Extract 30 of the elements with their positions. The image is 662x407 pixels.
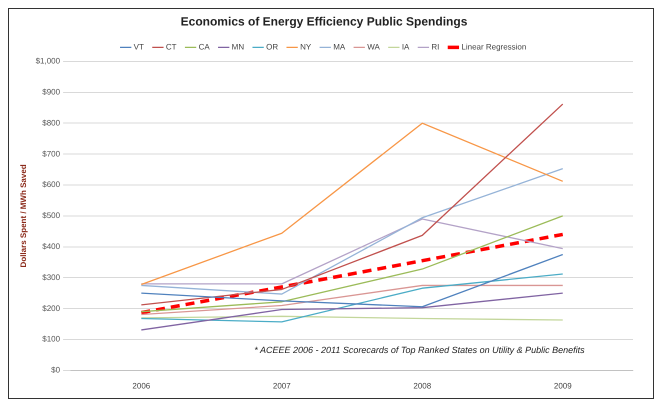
y-tick-label: $1,000 — [36, 56, 61, 66]
legend-label: NY — [300, 42, 312, 52]
y-tick-label: $700 — [42, 149, 61, 158]
legend-label: CA — [198, 42, 210, 52]
legend-label: MA — [333, 42, 346, 52]
legend-label: IA — [402, 42, 410, 52]
legend-label: MN — [232, 42, 244, 52]
x-tick-label: 2008 — [413, 381, 432, 390]
y-tick-label: $400 — [42, 242, 61, 252]
x-tick-label: 2007 — [272, 381, 292, 390]
y-tick-label: $900 — [42, 88, 61, 97]
chart-title: Economics of Energy Efficiency Public Spendings — [180, 14, 468, 29]
y-tick-label: $100 — [42, 334, 61, 344]
line-series — [140, 232, 565, 314]
annotation: * ACEEE 2006 - 2011 Scorecards of Top Ranked States on Utility & Public Benefits — [254, 344, 586, 355]
y-tick-label: $300 — [42, 272, 61, 282]
legend-label: CT — [166, 42, 177, 52]
y-tick-label: $200 — [42, 304, 61, 313]
y-tick-label: $0 — [51, 366, 61, 375]
y-tick-label: $500 — [42, 211, 61, 220]
legend-label: Linear Regression — [461, 42, 526, 52]
y-axis-title: Dollars Spent / MWh Saved — [19, 164, 28, 268]
legend-label: WA — [367, 42, 380, 52]
y-tick-label: $800 — [42, 118, 61, 128]
legend-label: VT — [134, 42, 144, 52]
legend-label: RI — [431, 42, 440, 52]
x-tick-label: 2006 — [132, 381, 151, 390]
x-tick-label: 2009 — [554, 381, 572, 390]
y-tick-label: $600 — [42, 180, 61, 190]
legend-label: OR — [266, 42, 278, 52]
